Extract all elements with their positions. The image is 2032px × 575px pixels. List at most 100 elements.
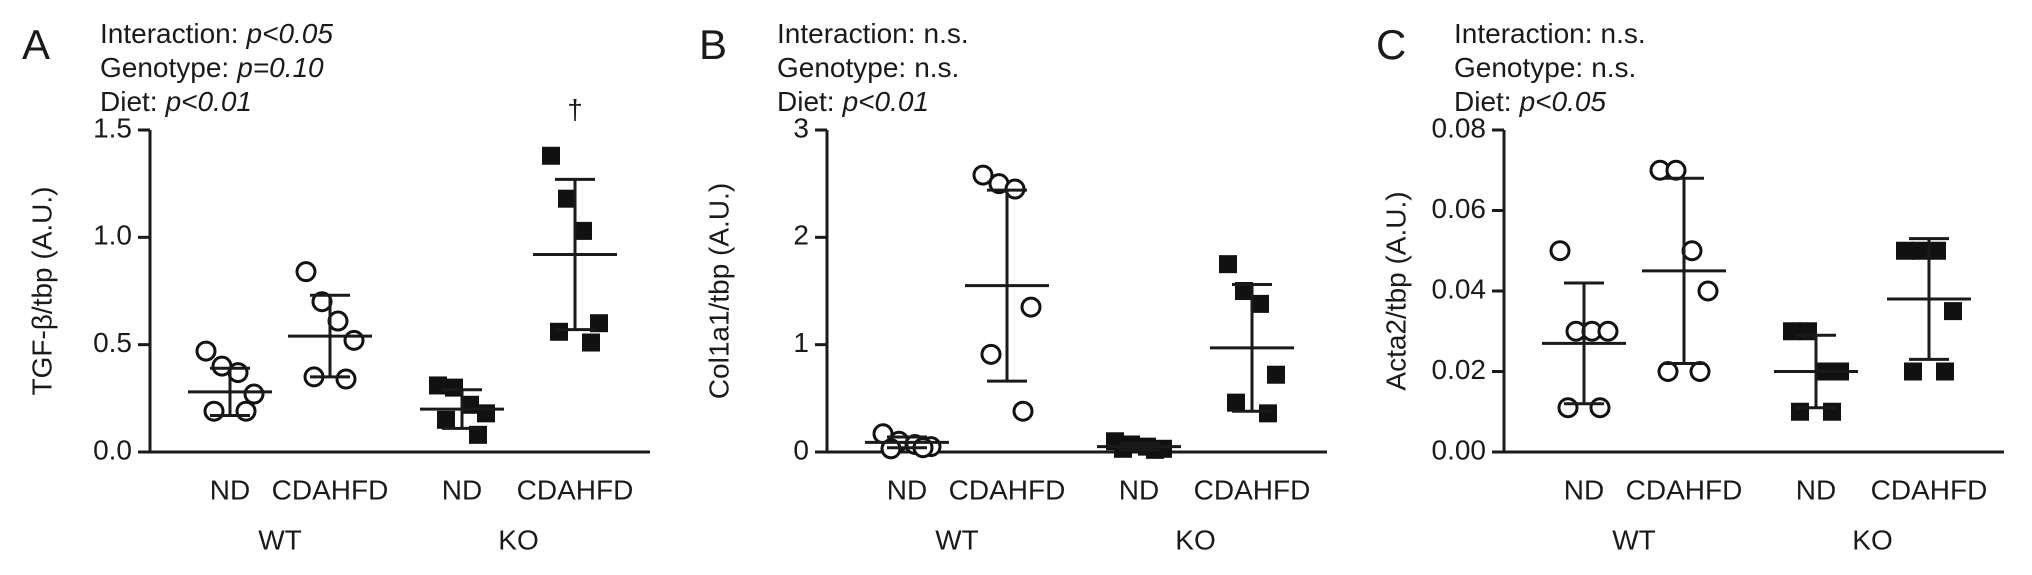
data-point <box>1936 362 1954 381</box>
panel-letter: B <box>699 21 727 68</box>
error-bar <box>210 366 250 418</box>
stat-value: p<0.01 <box>842 86 929 117</box>
error-bar <box>1232 283 1272 413</box>
stat-value: p<0.01 <box>165 86 252 117</box>
data-point <box>1219 255 1237 274</box>
x-tick-label: CDAHFD <box>1194 474 1311 505</box>
data-point <box>1557 397 1579 419</box>
data-point <box>1912 241 1930 260</box>
y-tick-label: 0.04 <box>1432 273 1487 304</box>
data-point <box>550 322 568 341</box>
stat-value: p<0.05 <box>1519 86 1607 117</box>
stat-value: p<0.05 <box>246 18 334 49</box>
data-point <box>1904 362 1922 381</box>
stat-line: Diet: p<0.01 <box>777 86 929 117</box>
stat-line: Diet: p<0.01 <box>100 86 252 117</box>
stat-label: Genotype: <box>777 52 906 83</box>
x-tick-label: ND <box>442 474 482 505</box>
data-point <box>243 383 265 405</box>
panel-letter: C <box>1376 21 1406 68</box>
data-point <box>1681 240 1703 262</box>
data-point <box>1799 322 1817 341</box>
stat-line: Genotype: n.s. <box>777 52 959 83</box>
error-bar <box>1909 237 1949 361</box>
x-tick-label: CDAHFD <box>949 474 1066 505</box>
stat-line: Interaction: n.s. <box>777 18 969 49</box>
y-tick-label: 1 <box>793 327 809 358</box>
data-point <box>1896 241 1914 260</box>
data-point <box>1235 282 1253 300</box>
data-point <box>1267 365 1285 384</box>
data-point <box>429 376 447 395</box>
data-point <box>1689 361 1711 382</box>
data-point <box>327 310 349 332</box>
data-point <box>1597 320 1619 342</box>
data-point <box>461 395 479 414</box>
x-tick-label: ND <box>210 474 250 505</box>
group-label: WT <box>935 524 979 555</box>
data-point <box>574 221 592 240</box>
data-point <box>1928 241 1946 260</box>
error-bar <box>310 293 350 379</box>
y-axis-label: TGF-β/tbp (A.U.) <box>26 186 57 395</box>
y-tick-label: 0.08 <box>1432 112 1487 143</box>
data-point <box>1783 322 1801 341</box>
group-label: KO <box>1175 524 1215 555</box>
y-tick-label: 0.00 <box>1432 434 1487 465</box>
stat-label: Genotype: <box>1454 52 1583 83</box>
y-tick-label: 0.5 <box>93 327 132 358</box>
error-bar <box>555 177 595 332</box>
panel-letter: A <box>22 21 50 68</box>
stat-label: Interaction: <box>100 18 239 49</box>
x-tick-label: CDAHFD <box>517 474 634 505</box>
data-point <box>1589 397 1611 419</box>
error-bar <box>987 188 1027 383</box>
group-label: KO <box>498 524 538 555</box>
stat-line: Diet: p<0.05 <box>1454 86 1606 117</box>
data-point <box>477 404 495 423</box>
y-tick-label: 1.5 <box>93 112 132 143</box>
data-point <box>469 425 487 444</box>
data-point <box>582 333 600 352</box>
data-point <box>980 343 1002 365</box>
data-point <box>542 146 560 165</box>
stat-value: n.s. <box>1591 52 1636 83</box>
data-point <box>1020 296 1042 318</box>
group-label: WT <box>258 524 302 555</box>
stat-label: Genotype: <box>100 52 229 83</box>
error-bar <box>442 388 482 430</box>
data-point <box>1259 404 1277 423</box>
x-tick-label: CDAHFD <box>1871 474 1988 505</box>
data-point <box>335 368 357 390</box>
group-label: WT <box>1612 524 1656 555</box>
error-bar <box>1664 176 1704 365</box>
data-point <box>445 378 463 397</box>
data-point <box>1665 159 1687 181</box>
data-point <box>1791 402 1809 421</box>
stat-value: n.s. <box>1601 18 1646 49</box>
data-point <box>558 189 576 208</box>
x-tick-label: CDAHFD <box>272 474 389 505</box>
data-point <box>972 164 994 186</box>
error-bar <box>1796 333 1836 410</box>
error-bar <box>1119 441 1159 452</box>
stat-label: Diet: <box>777 86 835 117</box>
y-tick-label: 0.06 <box>1432 193 1487 224</box>
stat-value: n.s. <box>924 18 969 49</box>
data-point <box>195 340 217 362</box>
x-tick-label: ND <box>1796 474 1836 505</box>
data-point <box>1823 402 1841 421</box>
data-point <box>1012 400 1034 422</box>
data-point <box>1251 294 1269 313</box>
data-point <box>227 362 249 384</box>
stat-value: p=0.10 <box>236 52 324 83</box>
y-tick-label: 0.02 <box>1432 354 1487 385</box>
group-label: KO <box>1852 524 1892 555</box>
y-tick-label: 1.0 <box>93 220 132 251</box>
stat-line: Genotype: n.s. <box>1454 52 1636 83</box>
y-tick-label: 3 <box>793 112 809 143</box>
data-point <box>235 400 257 422</box>
y-tick-label: 0 <box>793 434 809 465</box>
